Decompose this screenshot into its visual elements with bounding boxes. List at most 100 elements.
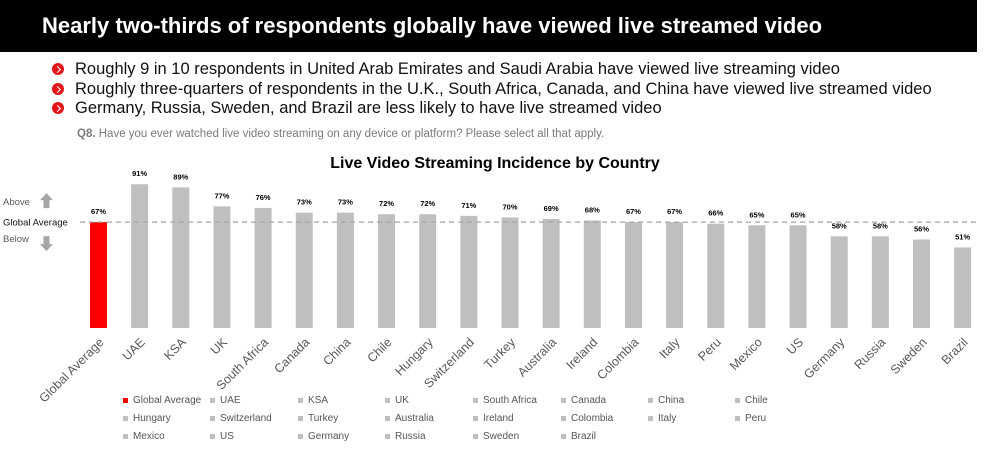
bar-italy [666,222,684,328]
legend-item: Italy [648,411,676,425]
legend-label: Global Average [133,394,202,406]
legend-item: Brazil [561,429,596,443]
legend-item: Mexico [123,429,165,443]
category-label: KSA [161,335,189,363]
legend-label: Russia [395,430,426,442]
data-label: 76% [256,193,271,202]
data-label: 65% [791,210,806,219]
data-label: 58% [832,221,847,230]
data-label: 91% [132,169,147,178]
bar-hungary [419,214,437,328]
legend-swatch [210,415,215,421]
bar-china [336,212,354,328]
legend-swatch [561,397,566,403]
legend-label: Turkey [308,412,339,424]
legend-item: China [648,393,684,407]
legend-label: China [658,394,685,406]
legend-swatch [385,433,390,439]
legend-label: Germany [308,430,350,442]
legend-swatch [123,433,128,439]
data-label: 51% [955,232,970,241]
bar-global-average [90,222,107,328]
legend-label: Brazil [571,430,597,442]
legend-label: Mexico [133,430,165,442]
below-label: Below [3,234,29,245]
legend-item: Turkey [298,411,338,425]
legend-label: UK [395,394,409,406]
legend-item: Ireland [473,411,514,425]
legend-label: Australia [395,412,434,424]
data-label: 70% [502,202,517,211]
legend-label: Hungary [133,412,171,424]
bar-us [789,225,807,328]
bar-colombia [624,222,642,328]
bar-australia [542,218,560,328]
data-label: 77% [214,191,229,200]
category-label: Global Average [36,335,106,405]
bullet-text: Germany, Russia, Sweden, and Brazil are … [75,98,662,117]
data-label: 66% [708,209,723,218]
legend-swatch [735,397,740,403]
data-label: 65% [749,210,764,219]
category-label: Peru [695,335,724,364]
data-label: 67% [626,207,641,216]
category-label: US [784,335,806,357]
legend-swatch [473,397,478,403]
legend-label: Switzerland [220,412,272,424]
legend-swatch [385,397,390,403]
data-label: 71% [461,201,476,210]
bar-turkey [501,217,519,328]
legend-swatch [385,415,390,421]
bar-mexico [748,225,766,328]
legend-item: Sweden [473,429,519,443]
legend-item: Russia [385,429,426,443]
legend-swatch [123,397,128,403]
legend-item: UK [385,393,409,407]
legend-item: UAE [210,393,241,407]
data-label: 72% [420,199,435,208]
category-label: Brazil [939,335,971,367]
data-label: 73% [297,198,312,207]
arrow-up-icon [40,193,53,209]
category-label: Chile [365,335,395,365]
bar-chile [378,214,396,328]
data-label: 69% [544,204,559,213]
legend-swatch [298,415,303,421]
data-label: 67% [667,207,682,216]
data-label: 56% [914,225,929,234]
category-label: China [321,335,354,368]
legend-item: Chile [735,393,768,407]
category-label: Russia [852,335,889,372]
data-label: 58% [873,221,888,230]
legend-label: Peru [745,412,767,424]
legend-swatch [123,415,128,421]
bar-ireland [583,220,601,328]
legend-item: Hungary [123,411,171,425]
legend-item: Germany [298,429,349,443]
bullet-text: Roughly 9 in 10 respondents in United Ar… [75,59,840,78]
category-label: Germany [801,335,848,382]
category-label: Ireland [563,335,600,372]
category-label: Australia [515,335,559,379]
legend-label: Sweden [483,430,520,442]
page-title: Nearly two-thirds of respondents globall… [42,13,823,38]
category-label: Canada [272,335,313,376]
bullet-icon [52,63,64,75]
legend-item: KSA [298,393,328,407]
legend-label: Ireland [483,412,514,424]
legend-label: KSA [308,394,329,406]
data-label: 72% [379,199,394,208]
bar-chart: Live Video Streaming Incidence by Countr… [3,155,978,405]
bar-peru [707,223,725,328]
legend-item: Australia [385,411,434,425]
legend-swatch [298,433,303,439]
legend-item: US [210,429,234,443]
legend-swatch [210,397,215,403]
legend-item: Global Average [123,393,201,407]
legend-item: Canada [561,393,606,407]
bullet-icon [52,102,64,114]
legend-swatch [298,397,303,403]
legend-label: Canada [571,394,607,406]
legend-swatch [735,415,740,421]
bar-uk [213,206,231,328]
